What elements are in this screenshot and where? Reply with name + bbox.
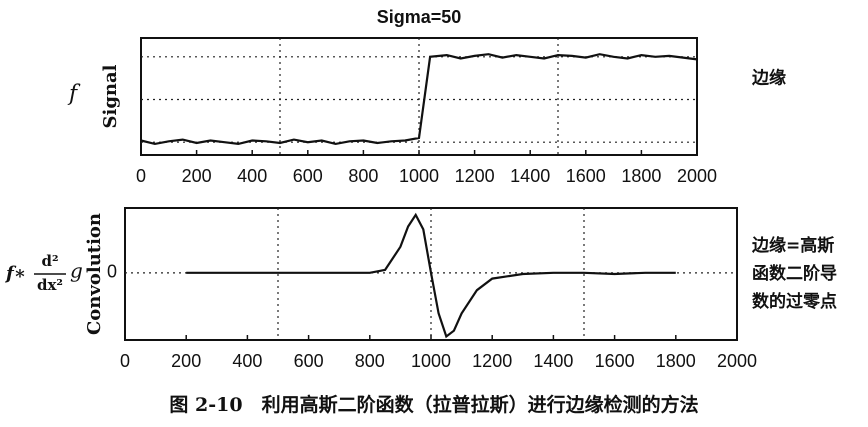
data-line xyxy=(140,53,698,146)
formula-suffix: g xyxy=(70,259,83,283)
x-tick-label: 1000 xyxy=(399,166,439,186)
chart-title: Sigma=50 xyxy=(377,7,462,27)
x-tick-label: 0 xyxy=(120,351,130,371)
x-tick-label: 1200 xyxy=(455,166,495,186)
x-tick-label: 400 xyxy=(237,166,267,186)
x-tick-label: 1000 xyxy=(411,351,451,371)
y-tick-label: 0 xyxy=(107,262,117,282)
formula-denominator: dx² xyxy=(37,276,63,294)
y-axis-label: Convolution xyxy=(84,213,105,335)
formula-numerator: d² xyxy=(41,252,58,270)
formula-prefix: f∗ xyxy=(4,263,26,284)
x-tick-label: 800 xyxy=(355,351,385,371)
annotation: 数的过零点 xyxy=(752,291,837,312)
x-tick-label: 1400 xyxy=(533,351,573,371)
annotation: 边缘=高斯 xyxy=(751,235,834,256)
x-tick-label: 600 xyxy=(293,166,323,186)
x-tick-label: 1200 xyxy=(472,351,512,371)
annotation: 边缘 xyxy=(751,68,786,89)
x-tick-label: 800 xyxy=(348,166,378,186)
x-tick-label: 1800 xyxy=(621,166,661,186)
caption: 图 2-10 利用高斯二阶函数（拉普拉斯）进行边缘检测的方法 xyxy=(169,393,698,416)
y-axis-label: Signal xyxy=(100,64,121,128)
x-tick-label: 1400 xyxy=(510,166,550,186)
x-tick-label: 200 xyxy=(171,351,201,371)
x-tick-label: 200 xyxy=(182,166,212,186)
x-tick-label: 1600 xyxy=(595,351,635,371)
side-label: f xyxy=(67,82,81,107)
x-tick-label: 400 xyxy=(232,351,262,371)
x-tick-label: 1600 xyxy=(566,166,606,186)
data-line xyxy=(186,212,676,339)
x-tick-label: 600 xyxy=(294,351,324,371)
x-tick-label: 2000 xyxy=(677,166,717,186)
annotation: 函数二阶导 xyxy=(752,263,837,284)
x-tick-label: 1800 xyxy=(656,351,696,371)
x-tick-label: 2000 xyxy=(717,351,757,371)
x-tick-label: 0 xyxy=(136,166,146,186)
